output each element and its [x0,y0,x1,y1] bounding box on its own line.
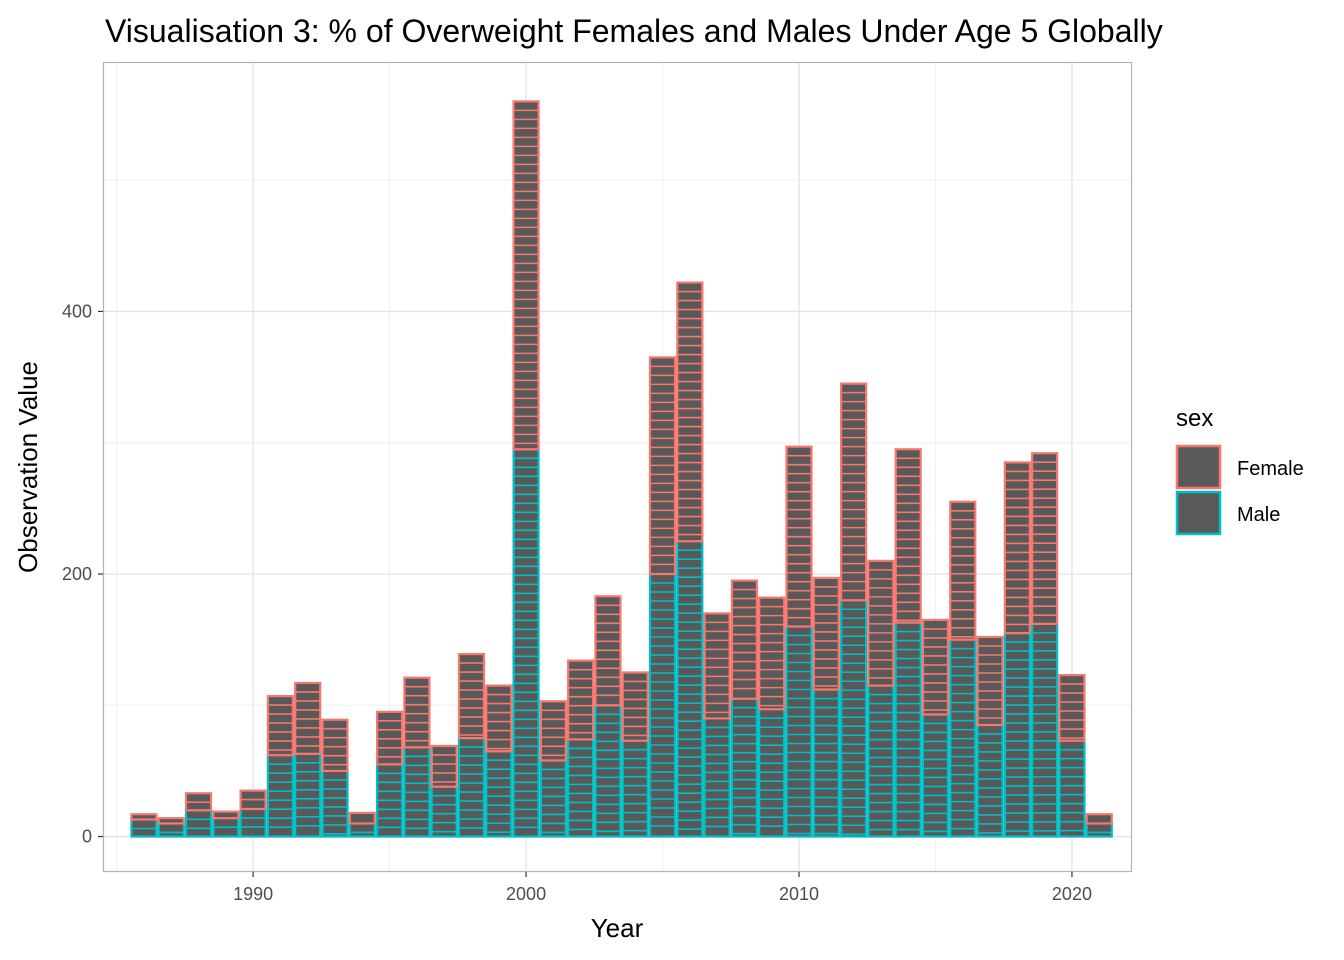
bar-female-2020 [1058,673,1086,742]
bar-female-2016 [949,500,977,641]
bar-female-2018 [1003,461,1031,635]
bar-male-2015 [921,713,950,838]
plot-border [102,61,1133,873]
bar-male-2008 [730,697,759,838]
bar-female-1999 [485,684,513,753]
y-tick-label: 200 [62,564,92,584]
bar-female-1987 [157,817,185,825]
x-tick-label: 2010 [779,884,819,904]
bar-male-2010 [785,625,813,838]
x-tick-label: 2000 [506,884,546,904]
bar-male-2006 [676,540,704,838]
bar-female-2011 [812,576,840,691]
bar-male-2013 [867,684,895,838]
y-tick-label: 0 [82,827,92,847]
y-axis: 0 200 400 [62,301,103,847]
bar-male-1993 [321,769,349,838]
bar-male-2001 [539,759,567,838]
bar-female-2021 [1085,813,1113,825]
bars [130,100,1113,838]
legend-label-male: Male [1237,504,1280,526]
bar-male-2000 [512,448,540,838]
bar-male-1991 [266,754,295,838]
bar-male-1998 [457,736,486,838]
bar-male-1990 [239,807,267,838]
bar-male-1994 [348,822,376,838]
bar-male-1987 [157,822,185,838]
bar-female-1993 [321,718,349,773]
bar-female-2001 [539,700,567,762]
bar-male-2005 [648,572,677,838]
bar-female-1989 [212,810,240,820]
bar-female-2015 [921,618,950,716]
bar-female-2014 [894,448,922,624]
bar-female-2004 [621,671,649,742]
bar-male-2002 [567,738,595,838]
x-tick-label: 2020 [1052,884,1092,904]
legend-label-female: Female [1237,458,1304,480]
bar-female-2002 [567,659,595,741]
x-axis-title: Year [591,913,644,943]
legend-title: sex [1176,405,1213,432]
bar-female-1996 [403,676,431,749]
bar-female-2019 [1031,452,1059,625]
bar-male-2004 [621,739,649,838]
bar-female-2009 [758,596,786,711]
bar-male-1999 [485,750,513,838]
bar-male-2003 [594,704,622,838]
bar-male-1992 [294,752,322,838]
bar-female-2017 [976,635,1004,727]
bar-male-2017 [976,723,1004,838]
bar-female-2006 [676,281,704,543]
chart-title: Visualisation 3: % of Overweight Females… [105,13,1163,49]
legend-key-female [1175,444,1222,490]
bar-male-2021 [1085,822,1113,838]
bar-male-2014 [894,621,922,838]
bar-female-2000 [512,100,540,451]
bar-female-1997 [430,744,458,788]
legend-key-male [1175,490,1222,536]
bar-male-2018 [1003,631,1031,838]
y-axis-title: Observation Value [13,361,43,573]
bar-female-1994 [348,811,376,825]
legend: sex Female Male [1175,405,1304,536]
bar-male-2011 [812,688,840,838]
x-axis: 1990 2000 2010 2020 [233,872,1092,904]
x-tick-label: 1990 [233,884,273,904]
y-tick-label: 400 [62,301,92,321]
bar-female-1998 [457,652,486,740]
bar-female-1991 [266,694,295,757]
bar-male-1997 [430,785,458,838]
bar-female-1986 [130,813,158,821]
bar-male-1988 [184,809,213,838]
